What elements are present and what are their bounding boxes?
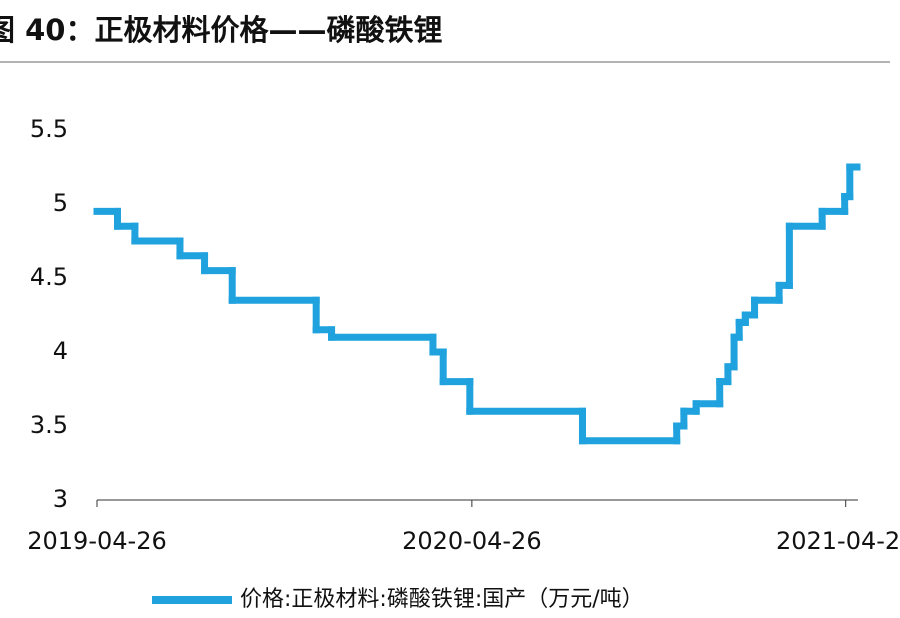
y-tick-label: 5 <box>53 189 68 217</box>
y-tick-label: 3.5 <box>30 411 68 439</box>
y-tick-label: 5.5 <box>30 115 68 143</box>
chart-title: 图 40：正极材料价格——磷酸铁锂 <box>0 13 442 47</box>
x-tick-label: 2020-04-26 <box>402 527 541 555</box>
y-tick-label: 4.5 <box>30 263 68 291</box>
y-tick-label: 3 <box>53 485 68 513</box>
x-tick-label: 2021-04-26 <box>776 527 900 555</box>
legend-label: 价格:正极材料:磷酸铁锂:国产（万元/吨） <box>240 587 644 612</box>
y-tick-label: 4 <box>53 337 68 365</box>
x-tick-label: 2019-04-26 <box>27 527 166 555</box>
